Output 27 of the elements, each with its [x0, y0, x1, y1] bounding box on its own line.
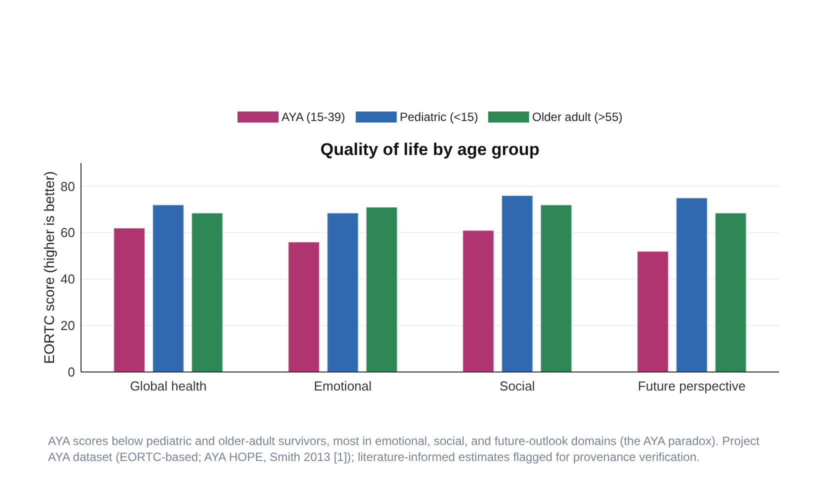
chart-title: Quality of life by age group	[320, 140, 540, 159]
bar	[714, 212, 747, 372]
bar	[676, 197, 708, 372]
y-tick-label: 20	[60, 318, 75, 334]
legend-label: AYA (15-39)	[282, 110, 346, 124]
bar	[636, 250, 669, 372]
x-tick-label: Emotional	[314, 378, 372, 394]
bar	[288, 241, 320, 372]
y-axis-title: EORTC score (higher is better)	[41, 171, 57, 364]
bar	[462, 230, 494, 372]
y-tick-label: 0	[68, 364, 75, 380]
x-tick-label: Future perspective	[638, 378, 746, 394]
x-tick-label: Global health	[130, 378, 207, 394]
text: AYA scores below pediatric and older-adult survivors, most in emotional, social, and future-outlook domains (the AYA paradox). Project AYA dataset (EORTC-based; AYA HOPE, Smith 2013 [1]); literature-informed estimates flagged for provenance verification.	[48, 434, 760, 464]
legend-label: Pediatric (<15)	[400, 110, 478, 124]
bar	[366, 206, 398, 372]
legend-label: Older adult (>55)	[532, 110, 623, 124]
y-tick-label: 80	[60, 178, 75, 194]
bar	[540, 204, 572, 372]
y-tick-label: 40	[60, 272, 75, 287]
bar	[113, 228, 146, 372]
x-tick-label: Social	[500, 378, 536, 394]
y-tick-label: 60	[60, 225, 75, 240]
bar	[326, 212, 359, 372]
bar	[152, 204, 184, 372]
bar	[191, 212, 224, 372]
bar	[501, 195, 534, 372]
